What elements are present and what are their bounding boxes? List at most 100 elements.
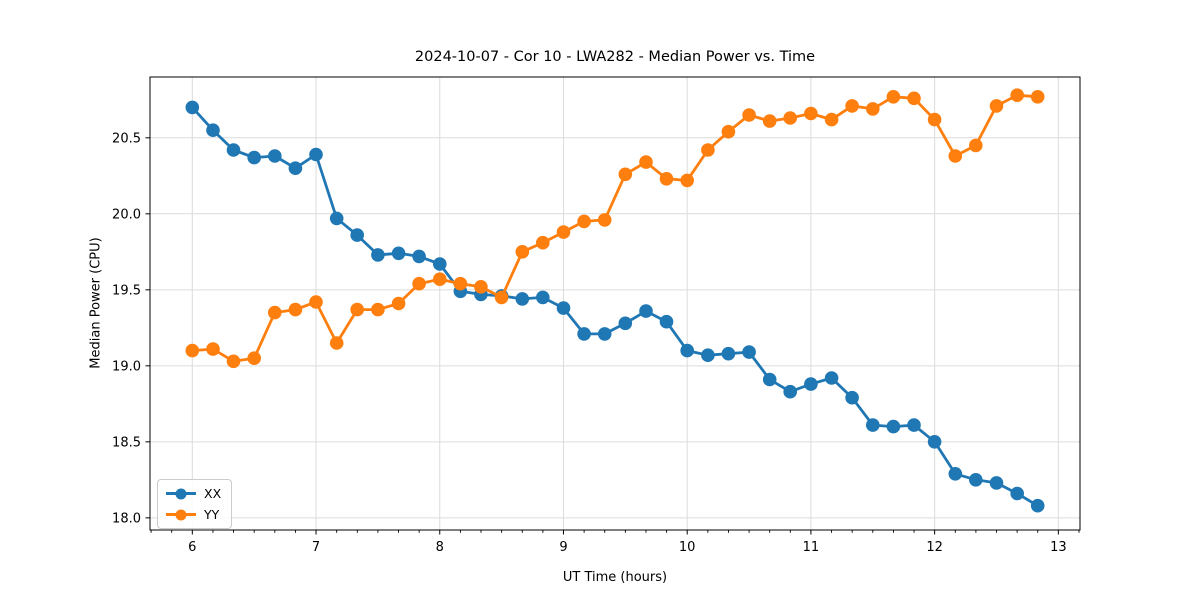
series-yy-point (659, 172, 674, 186)
x-tick-label: 13 (1050, 540, 1067, 555)
series-xx-point (721, 346, 736, 361)
legend-label-xx: XX (204, 486, 222, 501)
series-xx-point (185, 100, 200, 115)
series-yy-point (886, 90, 901, 104)
series-yy-point (824, 112, 839, 127)
series-xx-point (845, 390, 859, 405)
series-yy-point (1010, 88, 1024, 102)
y-tick-label: 19.5 (112, 283, 141, 298)
series-yy-point (494, 290, 509, 305)
series-xx-point (969, 473, 983, 487)
series-yy-point (804, 106, 818, 121)
legend-marker-yy (166, 508, 196, 521)
series-xx-point (597, 327, 612, 341)
series-xx-point (824, 371, 839, 385)
series-xx-point (804, 377, 818, 391)
series-xx-point (907, 418, 921, 432)
series-xx-point (288, 161, 303, 175)
series-yy-point (288, 302, 303, 317)
series-xx-point (618, 316, 633, 331)
series-yy-point (474, 280, 488, 294)
series-yy-point (721, 124, 736, 139)
series-xx-point (329, 211, 344, 226)
x-axis-label: UT Time (hours) (562, 570, 668, 585)
series-yy-point (577, 214, 591, 229)
series-yy-point (597, 213, 612, 227)
series-yy-point (412, 276, 426, 291)
series-yy-point (185, 343, 200, 358)
y-tick-label: 18.0 (112, 511, 141, 526)
series-yy-point (680, 173, 694, 188)
series-yy-point (433, 272, 447, 287)
series-yy-point (639, 155, 653, 169)
series-xx-point (515, 292, 530, 306)
x-tick-label: 8 (436, 540, 444, 555)
series-xx-point (556, 301, 571, 315)
series-yy-point (226, 354, 241, 369)
series-yy-point (989, 99, 1004, 113)
series-yy-point (453, 276, 468, 291)
series-xx-point (701, 348, 715, 363)
series-xx-point (350, 228, 365, 242)
series-yy-point (969, 138, 983, 153)
series-xx-point (680, 343, 694, 358)
series-yy-point (536, 235, 550, 250)
series-yy-point (783, 111, 797, 125)
series-xx-point (309, 147, 323, 162)
series-yy-point (866, 102, 880, 116)
series-yy-point (350, 302, 365, 317)
series-xx-point (742, 345, 756, 359)
series-xx-point (433, 257, 447, 271)
series-xx-point (226, 143, 241, 157)
series-xx-point (989, 476, 1004, 490)
series-yy-point (762, 114, 777, 128)
series-xx-point (639, 304, 653, 318)
chart-title: 2024-10-07 - Cor 10 - LWA282 - Median Po… (414, 49, 816, 65)
axes-box (149, 76, 1081, 531)
series-yy-point (206, 342, 220, 356)
x-tick-label: 6 (188, 540, 196, 555)
legend-label-yy: YY (204, 507, 220, 522)
series-yy-point (742, 108, 756, 122)
series-yy-point (845, 99, 859, 113)
series-xx-point (948, 467, 963, 481)
series-xx-point (866, 418, 880, 432)
series-xx-point (391, 246, 406, 261)
series-xx-point (268, 149, 282, 163)
series-yy-point (927, 112, 942, 127)
series-yy-point (329, 336, 344, 350)
series-xx-point (412, 249, 426, 264)
x-tick-label: 7 (312, 540, 320, 555)
series-yy-point (701, 143, 715, 157)
series-yy-point (1030, 90, 1045, 104)
y-tick-label: 19.0 (112, 359, 141, 374)
legend-item-xx: XX (166, 484, 221, 503)
x-tick-label: 12 (926, 540, 943, 555)
series-yy-point (948, 149, 963, 163)
series-xx-point (247, 150, 261, 165)
series-xx-point (1010, 486, 1024, 501)
series-xx-point (783, 384, 797, 399)
series-yy-point (556, 225, 571, 239)
series-xx-point (206, 123, 220, 137)
x-tick-label: 9 (559, 540, 567, 555)
x-tick-label: 11 (803, 540, 820, 555)
series-xx-point (536, 290, 550, 305)
series-yy-point (309, 295, 323, 309)
series-xx-point (886, 419, 901, 434)
y-tick-label: 20.0 (112, 207, 141, 222)
series-yy-point (618, 167, 633, 182)
series-xx-point (371, 248, 385, 262)
series-yy-line (190, 93, 1040, 363)
series-xx-point (577, 327, 591, 341)
legend: XX YY (157, 479, 233, 529)
y-tick-label: 18.5 (112, 435, 141, 450)
series-yy-point (371, 302, 385, 317)
series-yy-point (391, 296, 406, 311)
series-yy-point (907, 91, 921, 106)
x-tick-label: 10 (679, 540, 696, 555)
series-xx-point (1030, 498, 1045, 513)
series-yy-point (515, 245, 530, 259)
y-tick-label: 20.5 (112, 131, 141, 146)
